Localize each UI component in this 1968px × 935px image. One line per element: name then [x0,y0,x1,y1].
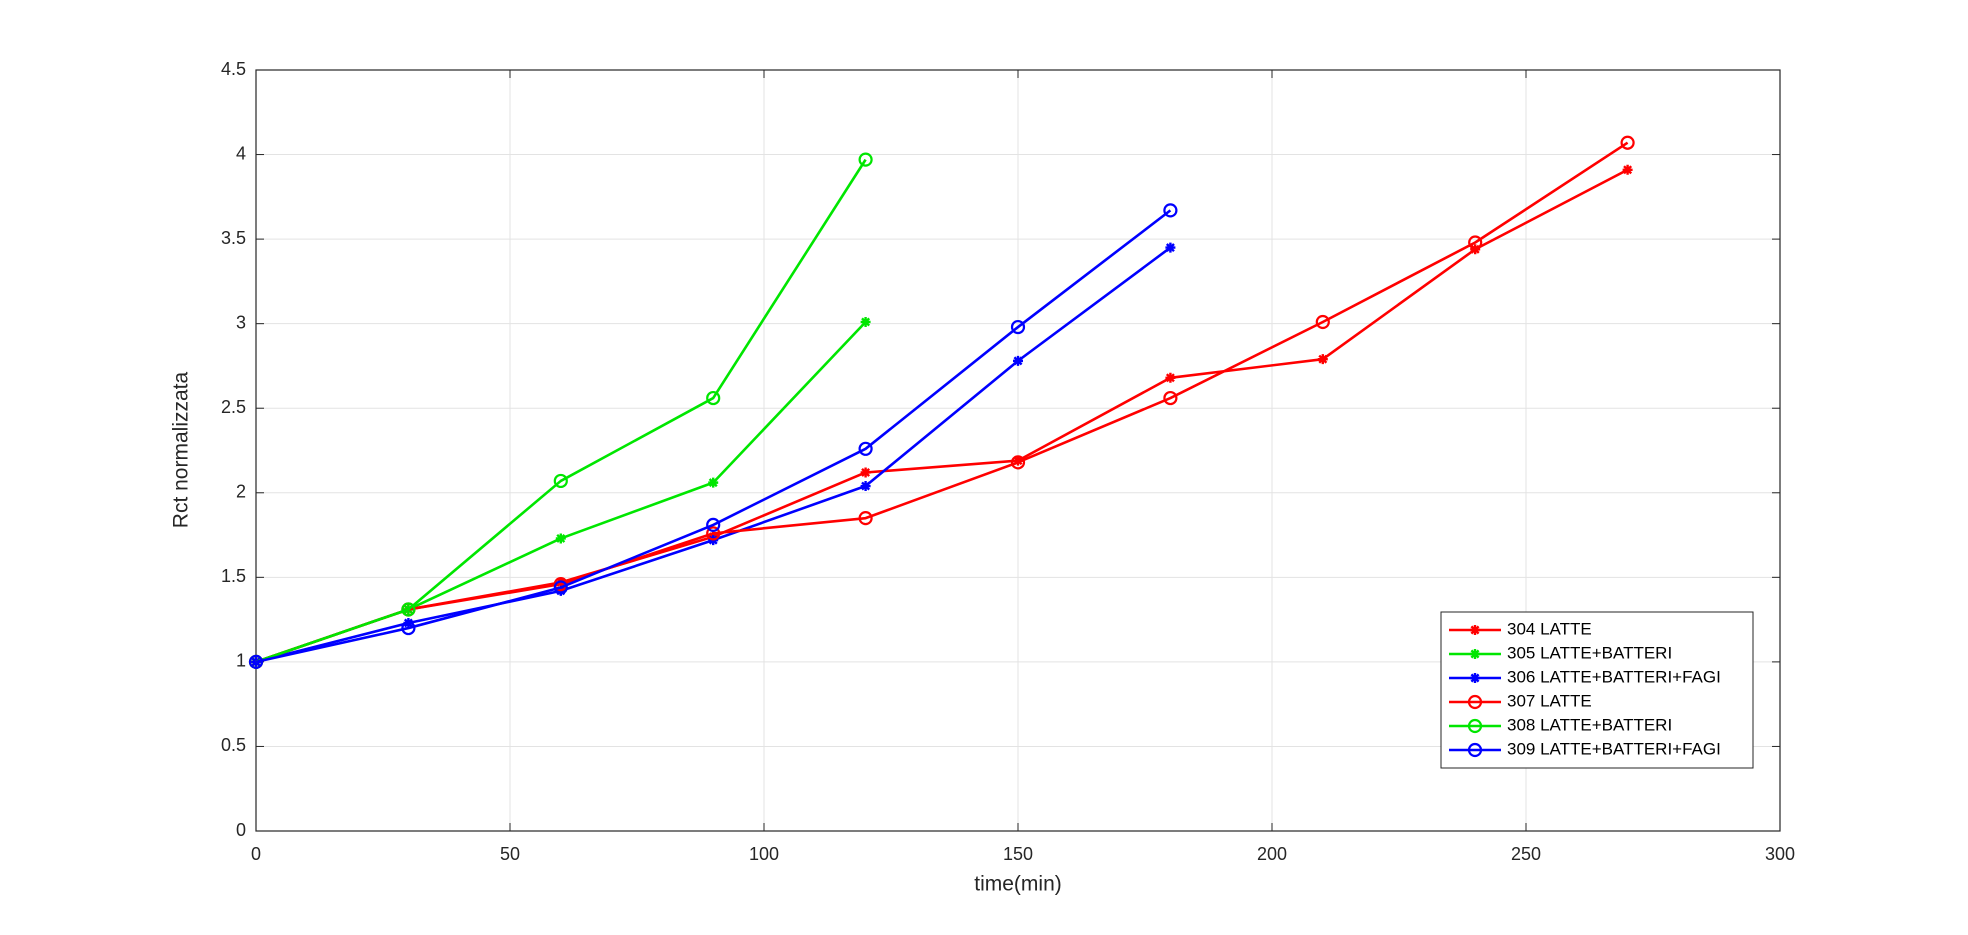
marker [1010,455,1026,470]
y-tick-label: 4.5 [221,59,246,79]
marker [1010,319,1026,335]
y-tick-label: 2.5 [221,397,246,417]
y-tick-label: 3 [236,312,246,332]
legend-marker [1467,718,1483,734]
series-line [255,158,867,664]
x-tick-label: 0 [251,844,261,864]
marker [706,390,721,406]
x-tick-label: 150 [1003,844,1033,864]
y-tick-label: 4 [236,143,246,163]
marker [860,316,871,327]
y-axis-label: Rct normalizzata [170,371,193,528]
marker [858,441,873,456]
marker [1622,164,1633,175]
series-line [255,209,1172,664]
legend-text: 308 LATTE+BATTERI [1507,715,1672,734]
marker [401,620,416,636]
x-tick-label: 250 [1511,844,1541,864]
marker [401,602,416,617]
legend-marker [1467,742,1483,758]
x-axis-label: time(min) [974,873,1062,896]
marker [1317,354,1328,365]
legend-text: 304 LATTE [1507,619,1592,638]
y-tick-label: 3.5 [221,228,246,248]
marker [1163,390,1178,406]
y-tick-label: 0 [236,820,246,840]
marker [706,526,721,541]
legend-text: 307 LATTE [1507,691,1592,710]
marker [1165,242,1176,253]
marker [1620,135,1635,150]
marker [1315,314,1330,330]
x-tick-label: 100 [749,844,779,864]
y-tick-label: 2 [236,482,246,502]
legend-marker [1470,673,1480,683]
y-tick-label: 1 [236,651,246,671]
legend-marker [1467,694,1483,710]
marker [708,477,719,488]
marker [555,533,566,544]
marker [553,580,568,595]
legend-text: 306 LATTE+BATTERI+FAGI [1507,667,1721,686]
legend: 304 LATTE 305 LATTE+BATTERI 306 LATTE+BATT… [1440,611,1754,769]
marker [860,481,871,492]
marker [251,656,261,667]
marker [1165,372,1176,383]
series-line [255,141,1629,664]
x-tick-label: 50 [500,844,520,864]
legend-marker [1470,625,1480,635]
x-tick-label: 200 [1257,844,1287,864]
marker [706,517,721,533]
marker [1163,203,1178,218]
marker [1013,455,1023,466]
y-tick-label: 0.5 [221,735,246,755]
y-tick-label: 1.5 [221,566,246,586]
marker [858,511,873,526]
legend-box [1440,611,1754,769]
legend-text: 309 LATTE+BATTERI+FAGI [1507,739,1721,758]
marker [248,654,264,669]
marker [553,473,568,489]
x-tick-label: 300 [1765,844,1795,864]
legend-text: 305 LATTE+BATTERI [1507,643,1672,662]
legend-marker [1470,649,1480,659]
marker [860,467,871,478]
plot-frame [255,69,1781,832]
marker [858,152,873,167]
marker [1013,355,1023,366]
marker [1468,235,1483,250]
